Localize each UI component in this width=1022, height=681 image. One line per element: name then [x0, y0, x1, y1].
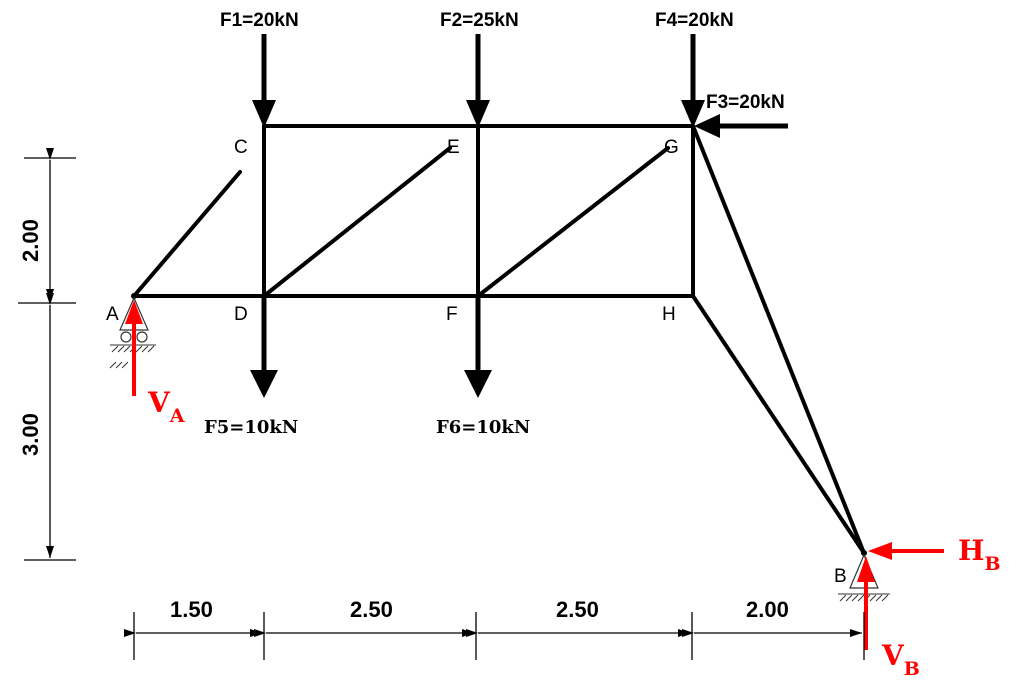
dim-horizontal-label-4: 2.00	[746, 597, 789, 622]
dim-horizontal-label-1: 1.50	[170, 597, 213, 622]
load-f1-arrowhead-icon	[252, 100, 276, 128]
reaction-va-label: VA	[147, 386, 185, 427]
load-f1: F1=20kN	[220, 10, 299, 128]
support-a-pin-icon	[131, 293, 137, 299]
reaction-vb-sub: B	[904, 658, 920, 680]
horizontal-dimensions: 1.50 2.50 2.50 2.00	[124, 597, 865, 660]
dim-horizontal-label-2: 2.50	[350, 597, 393, 622]
reaction-va-arrowhead-icon	[125, 300, 143, 324]
reaction-hb-main: H	[958, 534, 984, 567]
load-f1-label: F1=20kN	[220, 10, 299, 31]
load-f6-arrowhead-icon	[464, 370, 492, 398]
load-f5-label: F5=10kN	[204, 417, 298, 438]
reaction-hb-label: HB	[958, 534, 1001, 575]
member-HB	[691, 294, 866, 555]
dim-vertical-label-2: 2.00	[18, 219, 43, 262]
reaction-va-sub: A	[169, 405, 185, 427]
reaction-vb-arrowhead-icon	[857, 556, 875, 582]
member-DE	[262, 146, 452, 298]
load-f2-label: F2=25kN	[440, 10, 519, 31]
node-label-f: F	[446, 304, 458, 325]
reaction-hb: HB	[868, 534, 1001, 575]
node-label-e: E	[447, 137, 460, 158]
reaction-vb-label: VB	[881, 639, 920, 680]
member-FG	[476, 146, 670, 298]
support-a-roller-icon	[136, 331, 148, 343]
load-f3-label: F3=20kN	[706, 92, 785, 113]
reaction-vb: VB	[857, 556, 920, 680]
truss-members	[132, 124, 866, 555]
reaction-va: VA	[125, 300, 185, 427]
reaction-vb-main: V	[881, 639, 905, 672]
load-f4-arrowhead-icon	[681, 100, 705, 128]
support-a-ground-hatch-icon	[109, 345, 155, 369]
dim-horizontal-label-3: 2.50	[556, 597, 599, 622]
reaction-hb-arrowhead-icon	[868, 542, 892, 560]
support-b-ground-hatch-icon	[839, 594, 889, 602]
load-f6: F6=10kN	[436, 296, 530, 438]
support-b-pin-icon	[861, 550, 867, 556]
node-label-h: H	[662, 304, 676, 325]
member-GB	[691, 124, 866, 555]
load-f3: F3=20kN	[694, 92, 788, 138]
load-f6-label: F6=10kN	[436, 417, 530, 438]
node-label-c: C	[234, 137, 248, 158]
support-a-roller-icon	[120, 331, 132, 343]
load-f2-arrowhead-icon	[466, 100, 490, 128]
member-AC	[132, 170, 242, 298]
vertical-dimensions: 2.00 3.00	[18, 148, 76, 561]
node-label-b: B	[834, 566, 847, 587]
node-label-d: D	[234, 304, 248, 325]
reaction-hb-sub: B	[984, 553, 1000, 575]
load-f5-arrowhead-icon	[250, 370, 278, 398]
node-labels: C E G A D F H B	[106, 137, 847, 587]
node-label-g: G	[664, 137, 679, 158]
dim-vertical-label-3: 3.00	[18, 413, 43, 456]
load-f4: F4=20kN	[655, 10, 734, 128]
load-f2: F2=25kN	[440, 10, 519, 128]
load-f5: F5=10kN	[204, 296, 298, 438]
reaction-va-main: V	[147, 386, 171, 419]
load-f3-arrowhead-icon	[694, 114, 720, 138]
node-label-a: A	[106, 304, 119, 325]
load-f4-label: F4=20kN	[655, 10, 734, 31]
